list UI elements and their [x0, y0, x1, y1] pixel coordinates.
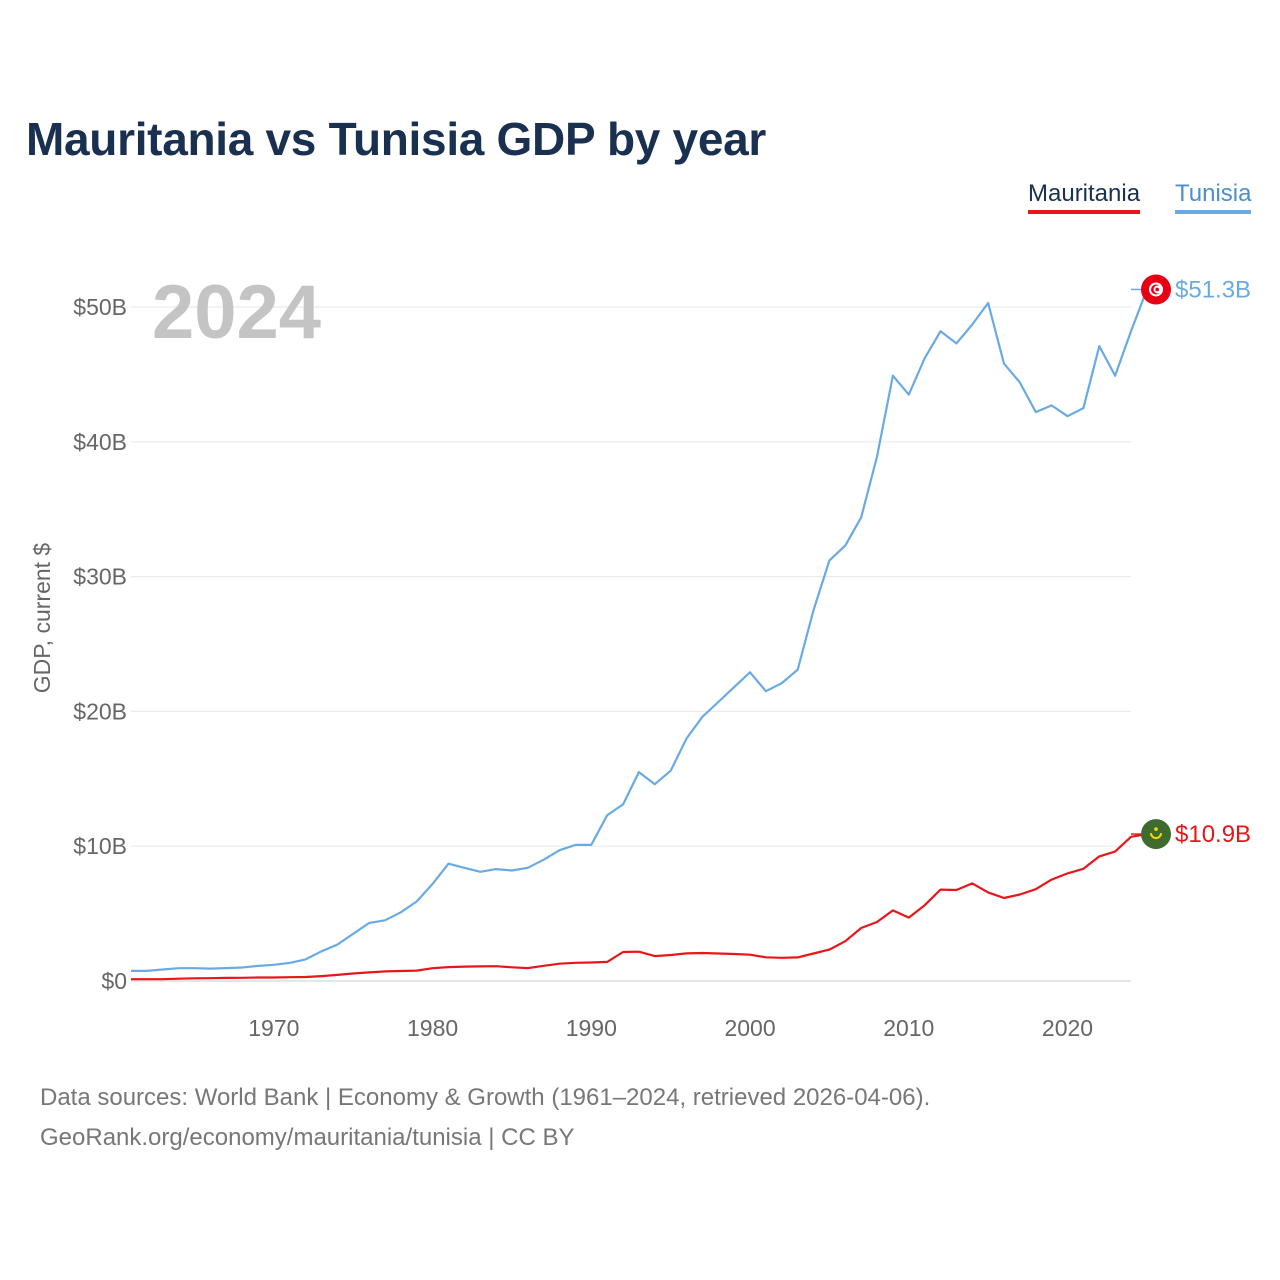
x-axis-ticks: 1970 1980 1990 2000 2010 2020: [248, 1015, 1093, 1041]
grid-lines: [131, 306, 1131, 982]
x-tick-label-2010: 2010: [883, 1015, 934, 1041]
y-tick-label-0: $0: [101, 968, 127, 994]
y-tick-label-30: $30B: [73, 564, 127, 590]
y-axis-label: GDP, current $: [29, 543, 55, 694]
end-label-tunisia: $51.3B: [1175, 276, 1251, 303]
mauritania-flag-star: [1154, 827, 1158, 831]
legend-tunisia[interactable]: Tunisia: [1175, 180, 1252, 214]
mauritania-flag-disc: [1141, 819, 1171, 850]
year-watermark: 2024: [152, 270, 321, 355]
mauritania-flag-crescent: [1150, 832, 1162, 839]
tunisia-flag-star: [1155, 287, 1159, 292]
x-tick-label-1990: 1990: [566, 1015, 617, 1041]
legend-mauritania[interactable]: Mauritania: [1028, 180, 1141, 214]
footer-sources: Data sources: World Bank | Economy & Gro…: [40, 1084, 931, 1111]
series-end-markers: $51.3B $10.9B: [1131, 274, 1251, 850]
x-tick-label-1980: 1980: [407, 1015, 458, 1041]
x-tick-label-1970: 1970: [248, 1015, 299, 1041]
y-tick-label-10: $10B: [73, 833, 127, 859]
footer-link[interactable]: GeoRank.org/economy/mauritania/tunisia |…: [40, 1124, 575, 1151]
chart-title: Mauritania vs Tunisia GDP by year: [26, 113, 767, 165]
series-lines: [131, 289, 1148, 981]
x-tick-label-2020: 2020: [1042, 1015, 1093, 1041]
y-tick-label-20: $20B: [73, 698, 127, 724]
series-line-tunisia: [131, 289, 1148, 973]
mauritania-flag-icon: [1141, 819, 1171, 850]
tunisia-flag-icon: [1141, 274, 1171, 305]
y-axis-ticks: $0 $10B $20B $30B $40B $50B: [73, 294, 127, 994]
series-line-mauritania: [131, 833, 1148, 981]
y-tick-label-50: $50B: [73, 294, 127, 320]
y-tick-label-40: $40B: [73, 429, 127, 455]
end-label-mauritania: $10.9B: [1175, 821, 1251, 848]
x-tick-label-2000: 2000: [724, 1015, 775, 1041]
